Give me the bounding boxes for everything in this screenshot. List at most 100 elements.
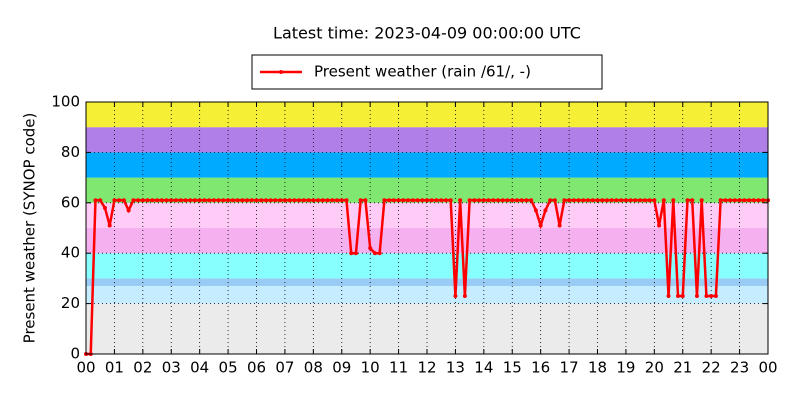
data-point — [273, 198, 278, 203]
data-point — [737, 198, 742, 203]
data-point — [519, 198, 524, 203]
x-tick-label: 12 — [417, 359, 436, 377]
data-point — [628, 198, 633, 203]
data-point — [339, 198, 344, 203]
data-point — [221, 198, 226, 203]
data-point — [93, 198, 98, 203]
data-point — [192, 198, 197, 203]
y-tick-label: 100 — [51, 93, 80, 111]
x-tick-label: 10 — [361, 359, 380, 377]
data-point — [358, 198, 363, 203]
data-point — [458, 198, 463, 203]
data-point — [443, 198, 448, 203]
data-point — [391, 198, 396, 203]
data-point — [590, 198, 595, 203]
data-point — [761, 198, 766, 203]
data-point — [178, 198, 183, 203]
data-point — [567, 198, 572, 203]
band — [86, 152, 768, 178]
data-point — [747, 198, 752, 203]
data-point — [292, 198, 297, 203]
data-point — [325, 198, 330, 203]
data-point — [140, 198, 145, 203]
data-point — [382, 198, 387, 203]
data-point — [155, 198, 160, 203]
data-point — [538, 223, 543, 228]
data-point — [728, 198, 733, 203]
data-point — [188, 198, 193, 203]
data-point — [126, 208, 131, 213]
data-point — [306, 198, 311, 203]
x-tick-label: 07 — [275, 359, 294, 377]
data-point — [514, 198, 519, 203]
data-point — [496, 198, 501, 203]
x-tick-label: 23 — [730, 359, 749, 377]
data-point — [477, 198, 482, 203]
x-tick-label: 04 — [190, 359, 209, 377]
plot-frame — [85, 101, 769, 355]
data-point — [316, 198, 321, 203]
x-tick-label: 15 — [503, 359, 522, 377]
data-point — [263, 198, 268, 203]
data-point — [671, 198, 676, 203]
data-point — [145, 198, 150, 203]
data-point — [595, 198, 600, 203]
data-point — [581, 198, 586, 203]
data-point — [552, 198, 557, 203]
data-point — [297, 198, 302, 203]
data-point — [117, 198, 122, 203]
data-point — [510, 198, 515, 203]
data-point — [576, 198, 581, 203]
data-point — [197, 198, 202, 203]
x-tick-label: 21 — [673, 359, 692, 377]
data-point — [652, 198, 657, 203]
data-point — [742, 198, 747, 203]
data-point — [694, 294, 699, 299]
legend-label: Present weather (rain /61/, -) — [314, 63, 531, 81]
x-tick-label: 18 — [588, 359, 607, 377]
data-point — [609, 198, 614, 203]
data-point — [704, 294, 709, 299]
band — [86, 303, 768, 354]
data-point — [420, 198, 425, 203]
data-point — [548, 198, 553, 203]
data-point — [562, 198, 567, 203]
data-point — [491, 198, 496, 203]
y-tick-label: 40 — [61, 244, 80, 262]
data-point — [434, 198, 439, 203]
data-point — [699, 198, 704, 203]
data-point — [676, 294, 681, 299]
band — [86, 127, 768, 153]
data-point — [604, 198, 609, 203]
data-point — [254, 198, 259, 203]
data-point — [666, 294, 671, 299]
data-point — [372, 251, 377, 256]
data-point — [311, 198, 316, 203]
data-point — [150, 198, 155, 203]
data-point — [183, 198, 188, 203]
data-point — [718, 198, 723, 203]
data-point — [216, 198, 221, 203]
y-tick-label: 0 — [70, 345, 80, 363]
x-tick-label: 01 — [105, 359, 124, 377]
data-point — [211, 198, 216, 203]
band — [86, 228, 768, 254]
data-point — [657, 223, 662, 228]
data-point — [226, 198, 231, 203]
x-tick-label: 20 — [645, 359, 664, 377]
data-point — [240, 198, 245, 203]
data-point — [481, 198, 486, 203]
data-point — [751, 198, 756, 203]
data-point — [661, 198, 666, 203]
x-tick-label: 16 — [531, 359, 550, 377]
y-tick-label: 80 — [61, 143, 80, 161]
data-point — [159, 198, 164, 203]
data-point — [112, 198, 117, 203]
x-tick-label: 14 — [474, 359, 493, 377]
data-point — [690, 198, 695, 203]
data-point — [543, 208, 548, 213]
data-point — [462, 294, 467, 299]
data-point — [173, 198, 178, 203]
data-point — [249, 198, 254, 203]
